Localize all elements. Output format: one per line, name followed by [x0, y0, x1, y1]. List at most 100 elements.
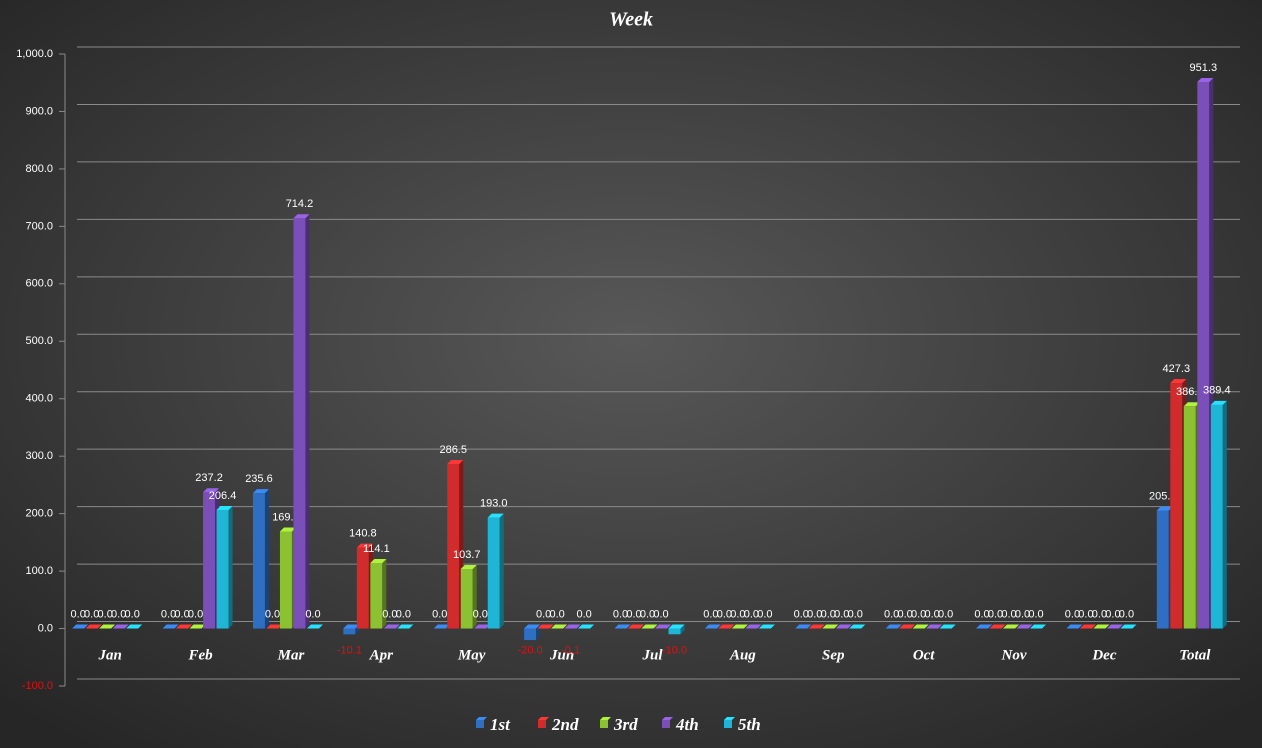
bar-top: [899, 624, 916, 629]
bar-group: [189, 624, 206, 629]
bar-top: [162, 624, 179, 629]
data-label: 0.0: [848, 608, 863, 620]
bar-group: [564, 624, 581, 629]
bar-top: [1170, 379, 1187, 384]
x-tick-label: Nov: [1001, 647, 1027, 663]
bar-top: [1030, 624, 1047, 629]
bar-top: [524, 624, 541, 629]
data-label: 0.0: [925, 608, 940, 620]
bar-top: [293, 214, 310, 219]
bar-group: [537, 624, 554, 629]
bar-top: [976, 624, 993, 629]
bar: [668, 628, 681, 635]
data-label: 951.3: [1190, 62, 1218, 74]
bar-top: [1016, 624, 1033, 629]
bar-group: [1106, 624, 1123, 629]
data-label: 0.0: [174, 608, 189, 620]
data-label: 714.2: [286, 198, 314, 210]
bar-group: [397, 624, 414, 629]
bar: [216, 509, 229, 629]
x-tick-label: Dec: [1091, 647, 1116, 663]
data-label: 0.0: [1028, 608, 1043, 620]
bar-group: [731, 624, 748, 629]
bar-group: [99, 624, 116, 629]
bar-group: [718, 624, 735, 629]
data-label: 0.0: [703, 608, 718, 620]
legend-label: 3rd: [613, 715, 638, 734]
bar-top: [718, 624, 735, 629]
bar-top: [822, 624, 839, 629]
bar-group: [1093, 624, 1110, 629]
x-tick-label: Aug: [729, 647, 756, 663]
data-label: 206.4: [209, 490, 237, 502]
data-label: 169.0: [272, 511, 300, 523]
data-label: 0.0: [265, 608, 280, 620]
bar-top: [189, 624, 206, 629]
x-tick-label: Total: [1179, 647, 1211, 663]
bar-group: [989, 624, 1006, 629]
bar-top: [460, 564, 477, 569]
bar-top: [176, 624, 193, 629]
y-tick-label: 0.0: [38, 622, 53, 634]
data-label: 0.0: [1015, 608, 1030, 620]
bar-top: [370, 558, 387, 563]
legend-marker-top: [538, 717, 549, 720]
bar-group: [433, 624, 450, 629]
bar-group: [1030, 624, 1047, 629]
data-label: 0.0: [1092, 608, 1107, 620]
data-label: 0.0: [730, 608, 745, 620]
bar-group: [668, 624, 685, 635]
bar-top: [731, 624, 748, 629]
bar-group: [126, 624, 143, 629]
x-tick-label: Jul: [641, 647, 663, 663]
bar-top: [1079, 624, 1096, 629]
data-label: 0.0: [938, 608, 953, 620]
bar-side: [382, 558, 387, 629]
data-label: 0.0: [382, 608, 397, 620]
bar: [1210, 404, 1223, 629]
bar-group: [745, 624, 762, 629]
bar: [1170, 383, 1183, 629]
bar-group: [849, 624, 866, 629]
data-label: -0.1: [561, 644, 580, 656]
data-label: 0.0: [576, 608, 591, 620]
bar-group: [487, 513, 504, 629]
bar-top: [397, 624, 414, 629]
x-tick-label: Sep: [822, 647, 845, 663]
y-tick-label: 500.0: [25, 335, 53, 347]
x-tick-label: Jun: [549, 647, 574, 663]
bar-top: [487, 513, 504, 518]
bar-side: [576, 624, 581, 629]
bar-group: [578, 624, 595, 629]
bar-top: [704, 624, 721, 629]
legend-marker: [662, 720, 670, 728]
bar-top: [885, 624, 902, 629]
bar-group: [460, 564, 477, 629]
bar-top: [537, 624, 554, 629]
bar-group: [899, 624, 916, 629]
bar: [356, 547, 369, 629]
bar: [252, 493, 265, 629]
data-label: 0.0: [84, 608, 99, 620]
data-label: 0.0: [305, 608, 320, 620]
bar-top: [356, 543, 373, 548]
bar-side: [680, 624, 685, 635]
bar-top: [203, 488, 220, 493]
bar-group: [1210, 400, 1227, 629]
x-tick-label: Feb: [187, 647, 213, 663]
bar-top: [343, 624, 360, 629]
data-label: 0.0: [974, 608, 989, 620]
bar-group: [72, 624, 89, 629]
bar-top: [1197, 77, 1214, 82]
data-label: 237.2: [195, 472, 223, 484]
data-label: 0.0: [898, 608, 913, 620]
bar-group: [758, 624, 775, 629]
bar-top: [266, 624, 283, 629]
bar-top: [808, 624, 825, 629]
data-label: 0.0: [125, 608, 140, 620]
bar-group: [162, 624, 179, 629]
bar-group: [370, 558, 387, 629]
legend-label: 5th: [738, 715, 761, 734]
